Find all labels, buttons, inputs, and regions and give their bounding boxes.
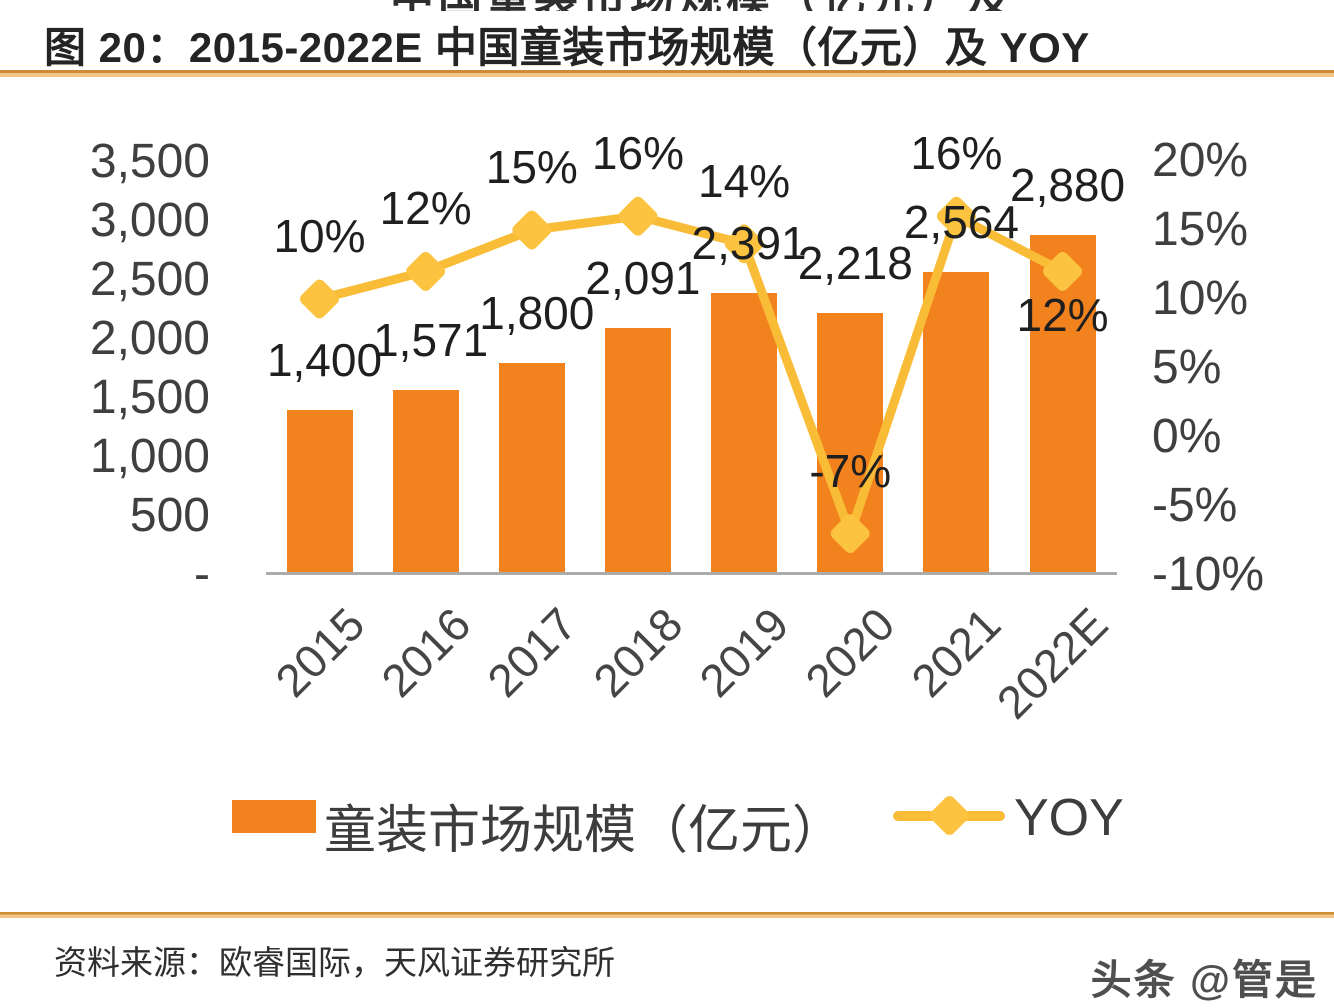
source-note: 资料来源：欧睿国际，天风证券研究所 bbox=[54, 944, 615, 981]
right-axis-tick: 5% bbox=[1152, 341, 1222, 394]
yoy-value-label: -7% bbox=[809, 444, 892, 497]
right-axis-tick: 0% bbox=[1152, 410, 1222, 463]
yoy-marker-icon bbox=[406, 251, 446, 291]
bar bbox=[498, 362, 565, 575]
right-axis-tick: 15% bbox=[1152, 203, 1249, 256]
bar bbox=[604, 328, 671, 575]
yoy-value-label: 14% bbox=[698, 154, 791, 207]
bar-value-label: 1,571 bbox=[373, 313, 489, 366]
right-axis-tick: 20% bbox=[1152, 134, 1249, 187]
legend-yoy-label: YOY bbox=[1014, 789, 1124, 847]
left-axis-tick: - bbox=[194, 548, 210, 601]
title-divider bbox=[0, 70, 1334, 77]
legend-bar-swatch bbox=[232, 800, 316, 833]
bar bbox=[711, 292, 778, 575]
watermark: 头条 @管是 bbox=[1090, 957, 1318, 1003]
left-axis-tick: 2,000 bbox=[89, 312, 210, 365]
chart-title: 图 20：2015-2022E 中国童装市场规模（亿元）及 YOY bbox=[44, 24, 1090, 71]
bar-value-label: 1,400 bbox=[266, 333, 383, 386]
left-axis-tick: 2,500 bbox=[89, 253, 210, 306]
legend-diamond-icon bbox=[927, 793, 972, 838]
bar-value-label: 2,218 bbox=[797, 237, 913, 290]
bar bbox=[392, 389, 459, 575]
left-axis-tick: 1,500 bbox=[89, 371, 210, 424]
right-axis-tick: 10% bbox=[1152, 272, 1249, 325]
yoy-marker-icon bbox=[618, 196, 658, 236]
yoy-marker-icon bbox=[300, 279, 339, 319]
yoy-value-label: 12% bbox=[379, 182, 472, 235]
left-axis-tick: 1,000 bbox=[89, 430, 210, 483]
bar bbox=[923, 272, 990, 575]
bar-value-label: 2,880 bbox=[1009, 159, 1126, 212]
right-axis-tick: -5% bbox=[1152, 479, 1238, 532]
yoy-value-label: 12% bbox=[1016, 289, 1109, 342]
footer-divider bbox=[0, 912, 1334, 918]
right-axis-tick: -10% bbox=[1152, 548, 1265, 601]
yoy-value-label: 10% bbox=[273, 210, 366, 262]
legend-bar-label: 童装市场规模（亿元） bbox=[324, 802, 845, 860]
yoy-value-label: 15% bbox=[485, 141, 578, 193]
bar-value-label: 2,391 bbox=[691, 216, 807, 269]
yoy-marker-icon bbox=[512, 210, 552, 250]
bar-value-label: 1,800 bbox=[479, 286, 595, 339]
yoy-value-label: 16% bbox=[591, 127, 684, 180]
bar bbox=[1029, 235, 1096, 575]
left-axis-tick: 3,500 bbox=[89, 135, 210, 188]
bar-value-label: 2,091 bbox=[585, 252, 701, 305]
yoy-value-label: 16% bbox=[910, 127, 1003, 180]
left-axis-tick: 500 bbox=[129, 489, 210, 542]
x-axis-line bbox=[266, 572, 1117, 575]
bar-value-label: 2,564 bbox=[903, 196, 1019, 249]
cropped-top-text: 中国童装市场规模（亿元）及 bbox=[390, 0, 1010, 11]
bar bbox=[286, 409, 353, 575]
left-axis-tick: 3,000 bbox=[89, 194, 210, 247]
